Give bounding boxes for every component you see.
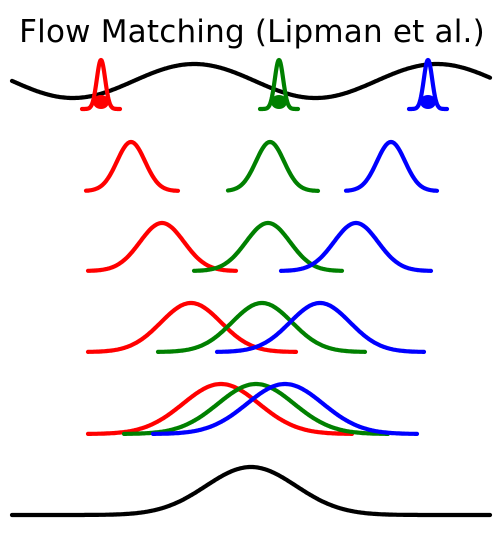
noise-gaussian-curve [12, 467, 490, 515]
green-conditional-path-curve [194, 223, 342, 271]
blue-conditional-path-curve [153, 384, 417, 434]
row-step-1 [86, 142, 437, 191]
row-noise-distribution [12, 467, 490, 515]
green-conditional-path-curve [124, 384, 388, 434]
row-step-2 [88, 223, 431, 271]
green-conditional-path-curve [228, 142, 318, 191]
red-conditional-path-curve [88, 384, 352, 434]
blue-conditional-path-curve [281, 223, 431, 271]
data-density-curve [12, 64, 490, 98]
green-data-point [271, 95, 287, 109]
red-conditional-path-curve [86, 142, 178, 191]
red-conditional-path-curve [88, 223, 236, 271]
red-data-point [93, 95, 109, 109]
row-data-distribution [12, 60, 490, 109]
row-step-3 [88, 303, 424, 352]
blue-conditional-path-curve [346, 142, 437, 191]
blue-data-point [420, 95, 436, 109]
row-step-4 [88, 384, 417, 434]
